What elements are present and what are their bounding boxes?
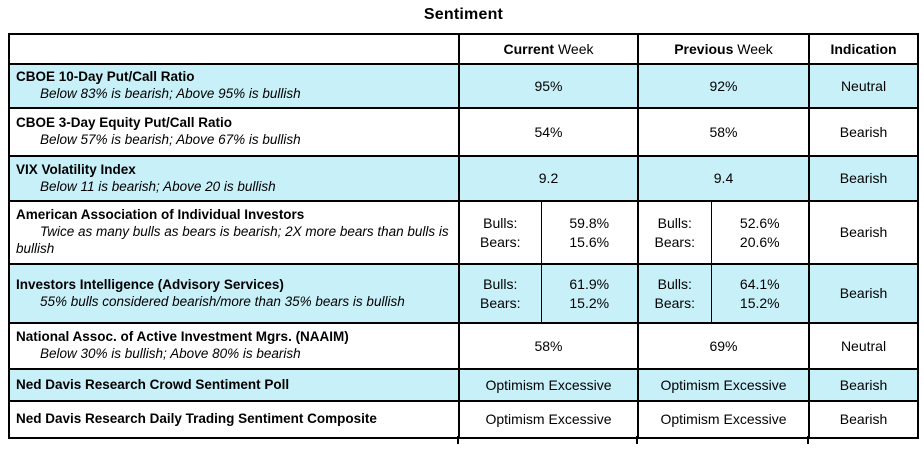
- current-week-value: 58%: [458, 322, 639, 370]
- gridline-stub: [807, 436, 809, 444]
- row-label-cell: Ned Davis Research Crowd Sentiment Poll: [8, 368, 460, 402]
- table-row-naaim: National Assoc. of Active Investment Mgr…: [8, 322, 920, 370]
- indication-value: Bearish: [808, 400, 920, 439]
- previous-week-bull-bear-values: 64.1% 15.2%: [710, 263, 811, 324]
- bears-value: 20.6%: [739, 233, 780, 250]
- row-title: CBOE 10-Day Put/Call Ratio: [16, 69, 195, 85]
- previous-week-value: 69%: [636, 322, 811, 370]
- row-label-cell: American Association of Individual Inves…: [8, 200, 460, 265]
- bulls-value: 61.9%: [569, 276, 610, 293]
- col-header-current-rest: Week: [554, 41, 594, 57]
- previous-week-value: 92%: [636, 63, 811, 109]
- previous-week-value: Optimism Excessive: [636, 400, 811, 439]
- bears-label: Bears:: [480, 233, 521, 250]
- current-week-value: 95%: [458, 63, 639, 109]
- row-title: Ned Davis Research Crowd Sentiment Poll: [16, 376, 290, 392]
- table-row-investors-intelligence: Investors Intelligence (Advisory Service…: [8, 263, 920, 324]
- indication-value: Bearish: [808, 107, 920, 157]
- indication-value: Bearish: [808, 200, 920, 265]
- bulls-value: 59.8%: [569, 215, 610, 232]
- previous-week-value: Optimism Excessive: [636, 368, 811, 402]
- col-header-current-week: Current Week: [458, 33, 639, 65]
- header-row: Current Week Previous Week Indication: [8, 33, 920, 65]
- table-row-vix: VIX Volatility Index Below 11 is bearish…: [8, 155, 920, 202]
- bears-value: 15.2%: [739, 294, 780, 311]
- row-note: Below 11 is bearish; Above 20 is bullish: [40, 178, 276, 194]
- current-week-bull-bear-values: 59.8% 15.6%: [540, 200, 639, 265]
- previous-week-bull-bear-labels: Bulls: Bears:: [637, 263, 712, 324]
- col-header-previous-rest: Week: [733, 41, 773, 57]
- row-title: Investors Intelligence (Advisory Service…: [16, 276, 284, 292]
- row-note: Below 30% is bullish; Above 80% is beari…: [40, 346, 301, 361]
- bulls-label: Bulls:: [483, 276, 518, 293]
- indication-value: Bearish: [808, 368, 920, 402]
- bulls-label: Bulls:: [657, 276, 692, 293]
- row-title: CBOE 3-Day Equity Put/Call Ratio: [16, 115, 233, 131]
- current-week-value: 9.2: [458, 155, 639, 202]
- bulls-label: Bulls:: [657, 215, 692, 232]
- row-note: Below 57% is bearish; Above 67% is bulli…: [40, 132, 301, 147]
- bulls-label: Bulls:: [483, 215, 518, 232]
- row-note: 55% bulls considered bearish/more than 3…: [40, 293, 405, 309]
- indication-value: Bearish: [808, 155, 920, 202]
- row-title: VIX Volatility Index: [16, 161, 136, 177]
- current-week-bull-bear-labels: Bulls: Bears:: [458, 200, 542, 265]
- bears-value: 15.6%: [569, 233, 610, 250]
- current-week-bull-bear-labels: Bulls: Bears:: [458, 263, 542, 324]
- sentiment-table: Current Week Previous Week Indication CB…: [8, 33, 920, 439]
- row-label-cell: VIX Volatility Index Below 11 is bearish…: [8, 155, 460, 202]
- bulls-value: 52.6%: [739, 215, 780, 232]
- row-label-cell: National Assoc. of Active Investment Mgr…: [8, 322, 460, 370]
- table-row-cboe-10day: CBOE 10-Day Put/Call Ratio Below 83% is …: [8, 63, 920, 109]
- col-header-previous-bold: Previous: [674, 41, 734, 57]
- bears-label: Bears:: [654, 294, 695, 311]
- previous-week-value: 58%: [636, 107, 811, 157]
- current-week-bull-bear-values: 61.9% 15.2%: [540, 263, 639, 324]
- gridline-stub: [636, 436, 638, 444]
- row-note: Below 83% is bearish; Above 95% is bulli…: [40, 86, 301, 101]
- header-blank-cell: [8, 33, 460, 65]
- row-label-cell: CBOE 3-Day Equity Put/Call Ratio Below 5…: [8, 107, 460, 157]
- col-header-previous-week: Previous Week: [636, 33, 811, 65]
- row-title: American Association of Individual Inves…: [16, 207, 305, 223]
- table-row-ndr-crowd-sentiment: Ned Davis Research Crowd Sentiment Poll …: [8, 368, 920, 402]
- row-label-cell: Investors Intelligence (Advisory Service…: [8, 263, 460, 324]
- gridline-stub: [457, 436, 459, 444]
- col-header-indication: Indication: [808, 33, 920, 65]
- table-row-cboe-3day: CBOE 3-Day Equity Put/Call Ratio Below 5…: [8, 107, 920, 157]
- bears-value: 15.2%: [569, 294, 610, 311]
- bears-label: Bears:: [480, 294, 521, 311]
- indication-value: Neutral: [808, 63, 920, 109]
- table-row-ndr-daily-trading: Ned Davis Research Daily Trading Sentime…: [8, 400, 920, 439]
- row-label-cell: CBOE 10-Day Put/Call Ratio Below 83% is …: [8, 63, 460, 109]
- page-title: Sentiment: [423, 6, 504, 23]
- current-week-value: Optimism Excessive: [458, 368, 639, 402]
- previous-week-bull-bear-labels: Bulls: Bears:: [637, 200, 712, 265]
- row-label-cell: Ned Davis Research Daily Trading Sentime…: [8, 400, 460, 439]
- row-title: Ned Davis Research Daily Trading Sentime…: [16, 411, 377, 427]
- bears-label: Bears:: [654, 233, 695, 250]
- current-week-value: Optimism Excessive: [458, 400, 639, 439]
- current-week-value: 54%: [458, 107, 639, 157]
- previous-week-value: 9.4: [636, 155, 811, 202]
- row-title: National Assoc. of Active Investment Mgr…: [16, 329, 349, 345]
- indication-value: Bearish: [808, 263, 920, 324]
- row-note: Twice as many bulls as bears is bearish;…: [16, 224, 449, 256]
- col-header-current-bold: Current: [503, 41, 555, 57]
- table-row-aaii: American Association of Individual Inves…: [8, 200, 920, 265]
- bulls-value: 64.1%: [739, 276, 780, 293]
- indication-value: Neutral: [808, 322, 920, 370]
- previous-week-bull-bear-values: 52.6% 20.6%: [710, 200, 811, 265]
